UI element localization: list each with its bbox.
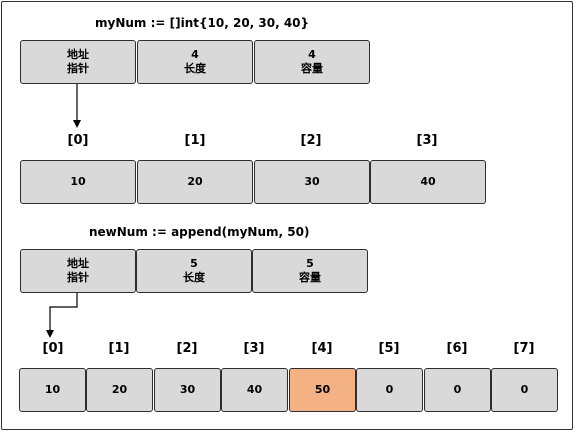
- top-capacity-value: 4: [308, 48, 316, 61]
- bottom-array-cell-4-appended: 50: [289, 368, 356, 412]
- bottom-array-cell-6: 0: [424, 368, 491, 412]
- bottom-index-6: [6]: [446, 341, 468, 356]
- top-index-0: [0]: [67, 133, 89, 148]
- bottom-length-cell: 5 长度: [136, 249, 252, 293]
- bottom-pointer-line2: 指针: [67, 271, 89, 284]
- top-capacity-label: 容量: [301, 62, 323, 75]
- bottom-pointer-line1: 地址: [67, 257, 89, 270]
- bottom-array-cell-5: 0: [356, 368, 423, 412]
- bottom-index-3: [3]: [243, 341, 265, 356]
- top-length-label: 长度: [184, 62, 206, 75]
- top-capacity-cell: 4 容量: [254, 40, 370, 84]
- top-pointer-cell: 地址 指针: [20, 40, 136, 84]
- bottom-caption: newNum := append(myNum, 50): [89, 225, 310, 239]
- top-pointer-line1: 地址: [67, 48, 89, 61]
- bottom-pointer-arrow: [46, 293, 78, 338]
- top-index-1: [1]: [184, 133, 206, 148]
- top-caption: myNum := []int{10, 20, 30, 40}: [95, 16, 310, 30]
- top-index-2: [2]: [300, 133, 322, 148]
- bottom-index-1: [1]: [108, 341, 130, 356]
- bottom-capacity-label: 容量: [299, 271, 321, 284]
- bottom-index-4: [4]: [311, 341, 333, 356]
- bottom-array-cell-1: 20: [86, 368, 153, 412]
- top-index-3: [3]: [416, 133, 438, 148]
- bottom-array-cell-7: 0: [491, 368, 558, 412]
- top-array-cell-2: 30: [254, 160, 370, 204]
- top-pointer-line2: 指针: [67, 62, 89, 75]
- top-array-cell-1: 20: [137, 160, 253, 204]
- bottom-length-value: 5: [190, 257, 198, 270]
- top-array-cell-0: 10: [20, 160, 136, 204]
- bottom-index-2: [2]: [176, 341, 198, 356]
- bottom-array-cell-0: 10: [19, 368, 86, 412]
- bottom-index-5: [5]: [378, 341, 400, 356]
- bottom-index-0: [0]: [42, 341, 64, 356]
- top-array-cell-3: 40: [370, 160, 486, 204]
- bottom-array-cell-3: 40: [221, 368, 288, 412]
- bottom-pointer-cell: 地址 指针: [20, 249, 136, 293]
- bottom-array-cell-2: 30: [154, 368, 221, 412]
- bottom-length-label: 长度: [183, 271, 205, 284]
- bottom-capacity-cell: 5 容量: [252, 249, 368, 293]
- bottom-capacity-value: 5: [306, 257, 314, 270]
- bottom-index-7: [7]: [513, 341, 535, 356]
- top-length-cell: 4 长度: [137, 40, 253, 84]
- top-length-value: 4: [191, 48, 199, 61]
